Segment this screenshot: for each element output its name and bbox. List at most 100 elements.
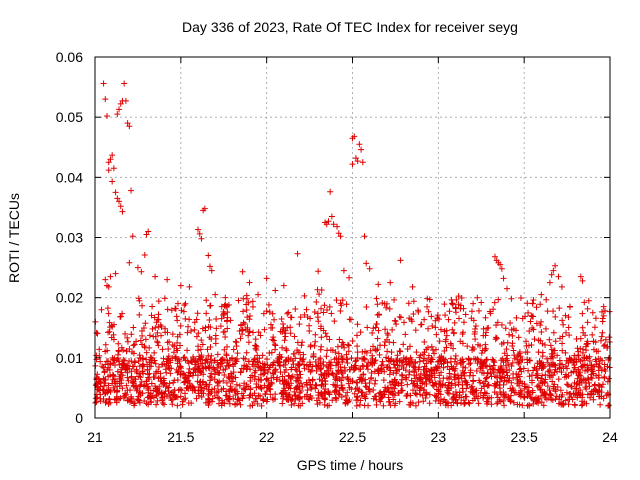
data-point xyxy=(314,401,321,408)
data-point xyxy=(232,386,239,393)
data-point xyxy=(480,394,487,401)
data-point xyxy=(181,354,188,361)
data-point xyxy=(496,385,503,392)
data-point xyxy=(155,311,162,318)
data-point xyxy=(488,401,495,408)
data-point xyxy=(511,355,518,362)
data-point xyxy=(390,381,397,388)
data-point xyxy=(126,358,133,365)
data-point xyxy=(232,374,239,381)
data-point xyxy=(590,346,597,353)
data-point xyxy=(397,257,404,264)
data-point xyxy=(196,367,203,374)
data-point xyxy=(190,355,197,362)
data-point xyxy=(97,358,104,365)
data-point xyxy=(104,112,111,119)
data-point xyxy=(510,374,517,381)
data-point xyxy=(223,392,230,399)
data-point xyxy=(191,365,198,372)
data-point xyxy=(442,336,449,343)
data-point xyxy=(396,348,403,355)
data-point xyxy=(509,386,516,393)
data-point xyxy=(549,397,556,404)
data-point xyxy=(151,349,158,356)
data-point xyxy=(152,324,159,331)
data-point xyxy=(382,338,389,345)
data-point xyxy=(450,345,457,352)
data-point xyxy=(260,371,267,378)
data-point xyxy=(533,320,540,327)
data-point xyxy=(559,340,566,347)
data-point xyxy=(562,312,569,319)
data-point xyxy=(380,402,387,409)
data-point xyxy=(587,394,594,401)
data-point xyxy=(126,123,133,130)
data-point xyxy=(338,394,345,401)
data-point xyxy=(508,295,515,302)
data-point xyxy=(489,365,496,372)
data-point xyxy=(240,319,247,326)
data-point xyxy=(295,393,302,400)
data-point xyxy=(223,379,230,386)
data-point xyxy=(353,394,360,401)
data-point xyxy=(433,331,440,338)
data-point xyxy=(359,362,366,369)
data-point xyxy=(550,385,557,392)
data-point xyxy=(143,231,150,238)
data-point xyxy=(491,366,498,373)
data-point xyxy=(326,391,333,398)
data-point xyxy=(285,384,292,391)
data-point xyxy=(119,372,126,379)
data-point xyxy=(448,342,455,349)
data-point xyxy=(452,365,459,372)
data-point xyxy=(515,334,522,341)
data-point xyxy=(98,306,105,313)
data-point xyxy=(92,395,99,402)
data-point xyxy=(408,377,415,384)
data-point xyxy=(377,398,384,405)
data-point xyxy=(379,394,386,401)
data-point xyxy=(115,340,122,347)
data-point xyxy=(360,363,367,370)
data-point xyxy=(429,356,436,363)
data-point xyxy=(102,390,109,397)
data-point xyxy=(518,356,525,363)
data-point xyxy=(318,305,325,312)
data-point xyxy=(588,388,595,395)
data-point xyxy=(312,338,319,345)
data-point xyxy=(292,355,299,362)
data-point xyxy=(371,368,378,375)
data-point xyxy=(297,394,304,401)
data-point xyxy=(589,309,596,316)
data-point xyxy=(549,350,556,357)
data-point xyxy=(244,314,251,321)
data-point xyxy=(577,345,584,352)
data-point xyxy=(171,343,178,350)
data-point xyxy=(222,294,229,301)
data-point xyxy=(548,271,555,278)
data-point xyxy=(536,358,543,365)
data-point xyxy=(299,383,306,390)
data-point xyxy=(206,302,213,309)
data-point xyxy=(257,364,264,371)
data-point xyxy=(495,296,502,303)
data-point xyxy=(472,322,479,329)
data-point xyxy=(411,364,418,371)
data-point xyxy=(281,337,288,344)
data-point xyxy=(145,374,152,381)
data-point xyxy=(169,401,176,408)
data-point xyxy=(369,330,376,337)
data-point xyxy=(583,400,590,407)
data-point xyxy=(528,342,535,349)
data-point xyxy=(258,384,265,391)
data-point xyxy=(214,378,221,385)
data-point xyxy=(387,358,394,365)
data-point xyxy=(406,371,413,378)
data-point xyxy=(590,396,597,403)
data-point xyxy=(102,341,109,348)
data-point xyxy=(529,325,536,332)
data-point xyxy=(182,300,189,307)
data-point xyxy=(271,396,278,403)
data-point xyxy=(205,388,212,395)
data-point xyxy=(468,315,475,322)
